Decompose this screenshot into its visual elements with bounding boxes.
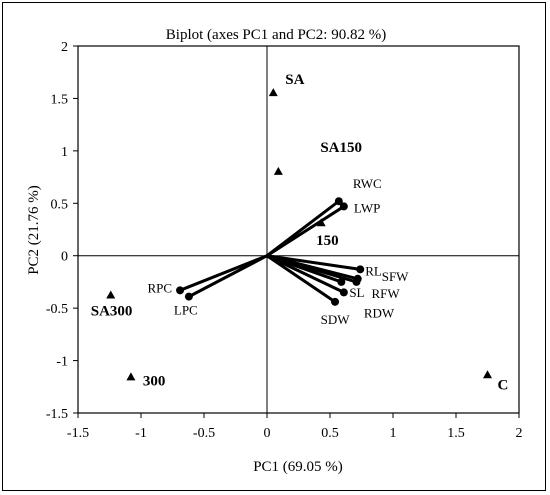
x-tick-label: 0 bbox=[264, 426, 271, 441]
variable-point bbox=[339, 288, 348, 297]
variable-point bbox=[352, 277, 361, 286]
variable-label: LPC bbox=[174, 303, 198, 318]
variable-point bbox=[356, 265, 365, 274]
plot-area bbox=[77, 45, 520, 414]
variable-vector bbox=[266, 205, 345, 257]
y-tick-label: 2 bbox=[61, 40, 68, 55]
observation-marker bbox=[316, 218, 326, 227]
y-tick-label: 1.5 bbox=[51, 92, 69, 107]
variable-label: RWC bbox=[353, 176, 382, 191]
y-axis-label: PC2 (21.76 %) bbox=[26, 185, 42, 275]
x-axis-label: PC1 (69.05 %) bbox=[253, 459, 343, 475]
y-tick-label: 1 bbox=[61, 145, 68, 160]
x-tick-label: -1.5 bbox=[67, 426, 89, 441]
variable-vector bbox=[188, 254, 268, 298]
x-tick-label: -0.5 bbox=[193, 426, 215, 441]
observation-label: SA150 bbox=[320, 140, 362, 156]
y-tick-label: 0 bbox=[61, 250, 68, 265]
x-tick-label: -1 bbox=[135, 426, 147, 441]
variable-vector bbox=[179, 254, 268, 292]
observation-marker bbox=[106, 290, 116, 299]
variable-label: SDW bbox=[321, 312, 351, 327]
x-tick-label: 1.5 bbox=[447, 426, 465, 441]
chart-frame bbox=[2, 2, 546, 491]
observation-marker bbox=[268, 88, 278, 97]
variable-label: RPC bbox=[147, 280, 172, 295]
y-tick-label: -1.5 bbox=[46, 407, 68, 422]
variable-label: LWP bbox=[354, 200, 380, 215]
observation-label: C bbox=[498, 377, 509, 393]
observation-label: SA300 bbox=[91, 304, 133, 320]
y-tick-label: -1 bbox=[56, 355, 68, 370]
chart-title: Biplot (axes PC1 and PC2: 90.82 %) bbox=[166, 27, 386, 43]
variable-label: RFW bbox=[371, 286, 400, 301]
y-tick-label: -0.5 bbox=[46, 302, 68, 317]
variable-label: RL bbox=[365, 263, 382, 278]
variable-point bbox=[331, 297, 340, 306]
observation-label: 150 bbox=[316, 233, 339, 249]
observation-marker bbox=[126, 372, 136, 381]
observation-marker bbox=[483, 370, 492, 379]
variable-point bbox=[184, 292, 193, 301]
variable-label: SFW bbox=[382, 269, 409, 284]
x-tick-label: 1 bbox=[390, 426, 397, 441]
variable-point bbox=[334, 197, 343, 206]
variable-vector bbox=[266, 254, 336, 304]
x-tick-label: 0.5 bbox=[321, 426, 339, 441]
variable-label: SL bbox=[349, 285, 364, 300]
variable-vector bbox=[266, 254, 361, 271]
x-tick-label: 2 bbox=[516, 426, 523, 441]
observation-marker bbox=[273, 166, 283, 175]
variable-label: RDW bbox=[364, 305, 395, 320]
y-tick-label: 0.5 bbox=[51, 197, 69, 212]
variable-point bbox=[176, 286, 185, 295]
observation-label: 300 bbox=[143, 373, 166, 389]
observation-label: SA bbox=[285, 72, 304, 88]
variable-vector bbox=[266, 254, 345, 294]
variable-point bbox=[339, 202, 348, 211]
variable-point bbox=[337, 277, 346, 286]
